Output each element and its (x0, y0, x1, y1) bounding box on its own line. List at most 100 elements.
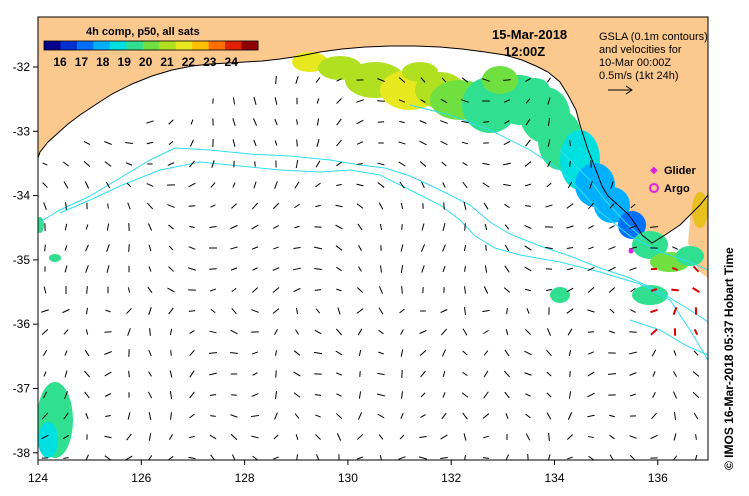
velocity-arrow (358, 244, 362, 252)
velocity-arrow (315, 160, 321, 168)
velocity-arrow (672, 246, 678, 250)
velocity-arrow (190, 119, 194, 125)
velocity-arrow (609, 203, 615, 209)
velocity-arrow (41, 309, 49, 313)
velocity-arrow (146, 202, 154, 210)
velocity-arrow (629, 435, 637, 439)
velocity-arrow (589, 181, 593, 189)
colorbar-tick-label: 21 (160, 55, 174, 69)
velocity-arrow (461, 120, 469, 124)
velocity-arrow (547, 454, 551, 460)
velocity-arrow (336, 139, 342, 147)
velocity-arrow (272, 308, 280, 314)
lon-tick-label: 128 (235, 471, 255, 485)
velocity-arrow (671, 288, 679, 292)
velocity-arrow (63, 181, 69, 189)
velocity-arrow (442, 223, 446, 231)
velocity-arrow (146, 120, 154, 124)
velocity-arrow (400, 413, 404, 419)
velocity-arrow (293, 287, 301, 293)
colorbar-ticks: 16 17 18 19 20 21 22 23 24 (53, 55, 238, 69)
velocity-arrow (629, 372, 637, 376)
velocity-arrow (274, 118, 278, 126)
velocity-arrow (524, 372, 532, 376)
velocity-arrow (398, 456, 406, 460)
velocity-arrow (463, 244, 467, 252)
velocity-arrow (252, 118, 258, 126)
velocity-arrow (147, 223, 153, 231)
velocity-arrow (107, 203, 109, 209)
velocity-arrow (358, 349, 362, 357)
velocity-arrow (127, 328, 131, 336)
velocity-arrow (692, 287, 700, 293)
sst-patch (38, 217, 44, 233)
velocity-arrow (377, 413, 385, 419)
velocity-arrow (442, 182, 446, 188)
velocity-arrow (652, 371, 656, 377)
velocity-arrow (293, 350, 301, 356)
velocity-arrow (420, 414, 426, 418)
velocity-arrow (314, 226, 322, 228)
velocity-arrow (377, 182, 385, 188)
velocity-arrow (546, 288, 552, 292)
velocity-arrow (356, 308, 364, 314)
velocity-arrow (315, 182, 321, 188)
velocity-arrow (692, 371, 700, 377)
velocity-arrow (609, 454, 614, 460)
velocity-arrow (356, 434, 364, 440)
velocity-arrow (251, 224, 259, 230)
velocity-arrow (296, 307, 298, 315)
velocity-arrow (336, 288, 342, 292)
velocity-arrow (295, 76, 299, 84)
colorbar-swatch (126, 41, 144, 50)
velocity-arrow (296, 454, 298, 460)
velocity-arrow (420, 77, 426, 83)
velocity-arrow (419, 349, 427, 357)
scale-arrow-icon (608, 85, 633, 95)
velocity-arrow (168, 245, 174, 251)
velocity-arrow (463, 306, 467, 316)
colorbar-swatch (175, 41, 193, 50)
velocity-arrow (524, 224, 532, 230)
velocity-arrow (377, 372, 385, 376)
velocity-arrow (525, 433, 531, 441)
velocity-arrow (630, 203, 636, 209)
colorbar-tick-label: 17 (75, 55, 89, 69)
velocity-arrow (336, 183, 342, 187)
velocity-arrow (85, 265, 89, 273)
velocity-arrow (106, 265, 110, 273)
velocity-arrow (357, 163, 363, 165)
velocity-arrow (190, 139, 194, 147)
velocity-arrow (127, 287, 131, 293)
velocity-arrow (356, 203, 364, 209)
velocity-arrow (86, 286, 88, 294)
plot-frame (37, 16, 709, 461)
velocity-arrow (398, 141, 406, 145)
colorbar-swatch (241, 41, 259, 50)
velocity-arrow (252, 267, 258, 271)
velocity-arrow (567, 267, 573, 271)
colorbar-swatch (159, 41, 177, 50)
velocity-arrow (524, 183, 532, 187)
velocity-arrow (315, 77, 321, 83)
velocity-arrow (189, 160, 195, 168)
velocity-arrow (587, 414, 595, 418)
velocity-arrow (464, 266, 466, 272)
velocity-arrow (86, 307, 88, 315)
velocity-arrow (484, 223, 488, 231)
velocity-arrow (504, 120, 510, 124)
velocity-arrow (169, 390, 173, 400)
velocity-arrow (210, 415, 216, 417)
velocity-arrow (208, 352, 218, 354)
velocity-arrow (356, 119, 364, 125)
velocity-arrow (275, 76, 277, 84)
velocity-arrow (650, 288, 658, 292)
velocity-arrow (212, 98, 214, 104)
colorbar-gradient (44, 41, 259, 50)
velocity-arrow (567, 412, 573, 420)
velocity-arrow (168, 266, 174, 272)
velocity-arrow (504, 203, 510, 209)
velocity-arrow (608, 266, 616, 272)
velocity-arrow (169, 434, 173, 440)
velocity-arrow (41, 434, 49, 440)
